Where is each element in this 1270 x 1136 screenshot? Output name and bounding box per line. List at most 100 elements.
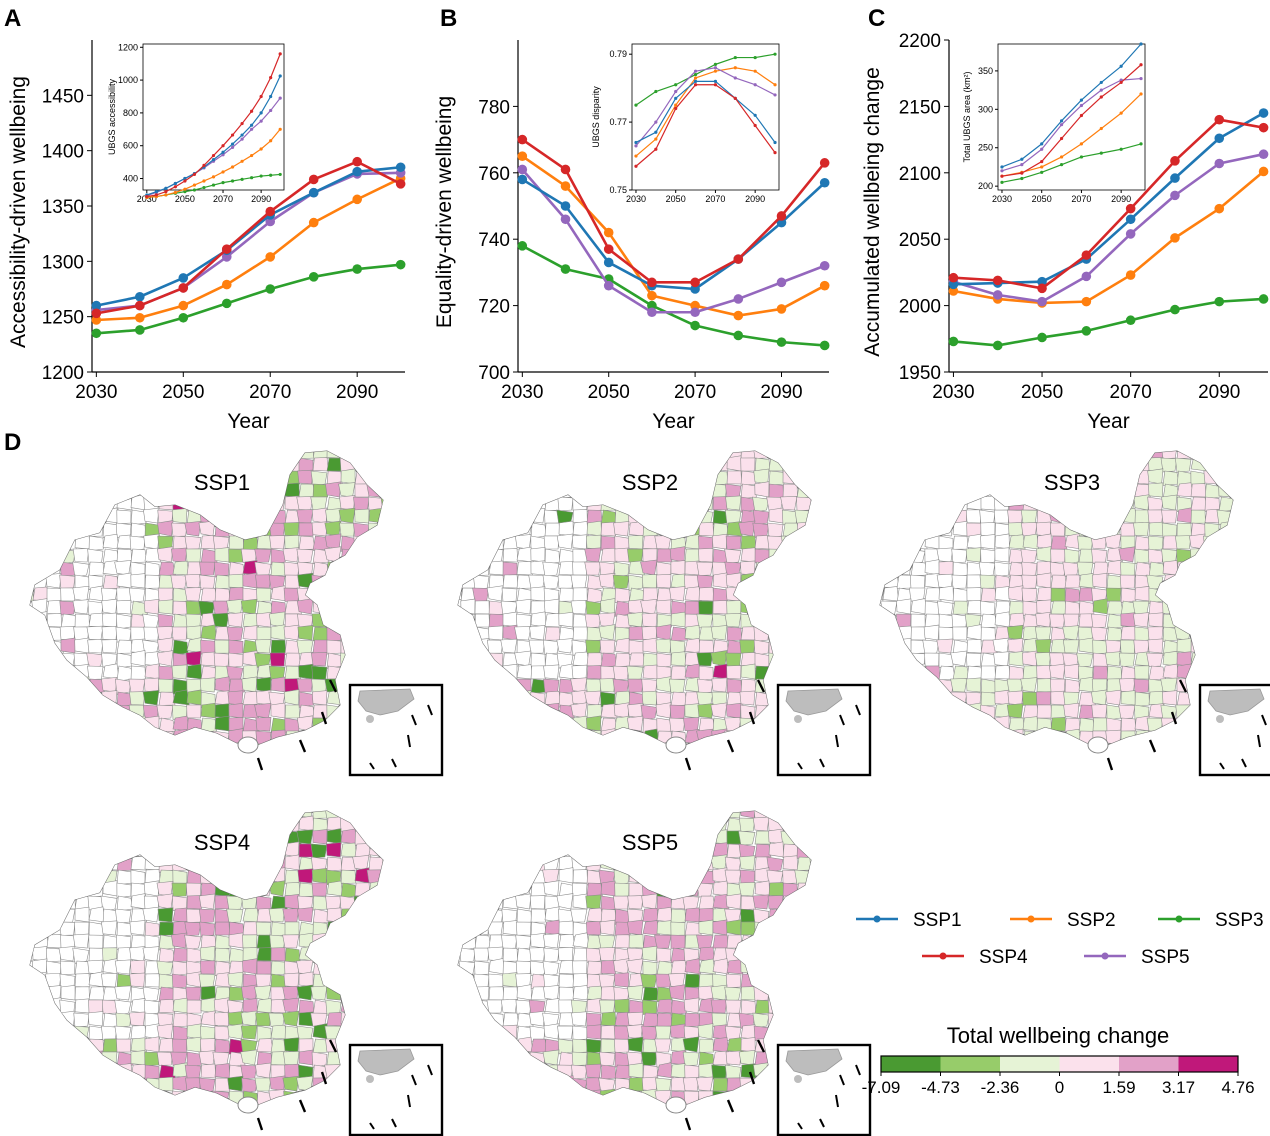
- map-region: [397, 627, 411, 640]
- map-region: [614, 743, 631, 745]
- map-region: [473, 678, 490, 693]
- map-region: [1035, 611, 1052, 628]
- map-region: [397, 908, 412, 922]
- map-region: [32, 651, 49, 667]
- map-region: [298, 971, 314, 988]
- map-region: [115, 1012, 132, 1028]
- map-region: [923, 690, 940, 706]
- map-region: [396, 933, 411, 948]
- map-region: [810, 880, 811, 897]
- chart-b-point-ssp2: [776, 304, 787, 314]
- map-region: [640, 559, 658, 576]
- map-region: [172, 997, 189, 1014]
- chart-b-inset-xtick-label: 2070: [705, 194, 725, 204]
- map-region: [325, 613, 342, 629]
- map-region: [74, 676, 90, 693]
- map-region: [326, 639, 342, 655]
- map-region: [488, 652, 504, 667]
- map-region: [980, 495, 996, 511]
- map-region: [502, 548, 519, 563]
- map-region: [726, 678, 742, 694]
- map-region: [382, 829, 383, 845]
- map-region: [45, 691, 62, 706]
- map-region: [458, 1037, 462, 1053]
- map-region: [530, 1103, 547, 1105]
- map-region: [992, 483, 1010, 500]
- map-region: [171, 626, 188, 641]
- map-region: [615, 757, 629, 771]
- map-region: [458, 482, 462, 498]
- chart-a-inset-ytick-label: 400: [123, 174, 138, 184]
- map-region: [458, 919, 462, 936]
- map-region: [572, 730, 589, 745]
- map-region: [433, 445, 449, 459]
- map-region: [45, 830, 62, 847]
- map-region: [752, 1012, 770, 1029]
- map-region: [340, 639, 356, 655]
- map-region: [116, 882, 132, 899]
- map-region: [668, 984, 686, 1001]
- map-region: [474, 1063, 490, 1079]
- map-region: [712, 496, 728, 511]
- map-region: [628, 934, 644, 949]
- map-region: [585, 639, 602, 654]
- map-region: [3, 509, 19, 523]
- map-region: [514, 626, 532, 641]
- map-region: [1132, 600, 1150, 615]
- map-region: [488, 1025, 505, 1040]
- map-region: [654, 535, 672, 550]
- map-region: [1006, 742, 1024, 745]
- chart-a-inset-ylabel: UBGS accessibility: [107, 78, 117, 155]
- map-region: [171, 1090, 188, 1105]
- map-region: [458, 997, 462, 1014]
- map-region: [395, 972, 411, 987]
- chart-a-point-ssp1: [352, 166, 362, 177]
- map-region: [227, 495, 244, 511]
- map-region: [796, 908, 811, 925]
- map-region: [966, 574, 982, 589]
- map-region: [433, 1012, 449, 1026]
- map-region: [855, 444, 870, 458]
- chart-a-inset-point-ssp1: [269, 94, 273, 99]
- map-region: [965, 547, 982, 563]
- map-region: [5, 1076, 21, 1091]
- map-boundary-dash: [748, 1071, 756, 1085]
- map-region: [1008, 612, 1026, 628]
- map-island: [237, 736, 259, 754]
- map-region: [796, 451, 811, 461]
- map-region: [895, 451, 912, 461]
- map-region: [571, 1064, 588, 1080]
- map-region: [570, 702, 588, 719]
- chart-b-line-ssp4: [521, 138, 826, 284]
- map-region: [31, 1038, 48, 1053]
- map-region: [116, 613, 132, 630]
- map-region: [754, 743, 771, 745]
- map-region: [284, 600, 302, 615]
- map-region: [130, 1037, 147, 1053]
- map-region: [460, 882, 478, 897]
- map-region: [100, 811, 118, 819]
- map-region: [1022, 533, 1039, 550]
- map-region: [572, 743, 590, 745]
- chart-b-inset-point-ssp2: [634, 154, 638, 158]
- map-region: [432, 627, 447, 641]
- map-region: [130, 665, 146, 681]
- map-region: [1176, 507, 1194, 524]
- map-region: [502, 702, 520, 719]
- map-region: [584, 561, 602, 576]
- map-region: [642, 960, 658, 976]
- map-region: [4, 496, 19, 510]
- map-region: [114, 729, 132, 745]
- map-region: [101, 1051, 118, 1066]
- map-region: [72, 451, 90, 460]
- map-region: [670, 496, 688, 513]
- map-region: [473, 919, 490, 936]
- map-region: [116, 843, 134, 860]
- map-region: [1245, 510, 1261, 525]
- chart-accumulated: 2030 2050 2070 2090195020002050210021502200…: [861, 31, 1269, 433]
- chart-b-ytick-label: 780: [478, 97, 510, 118]
- map-region: [144, 457, 162, 473]
- map-region: [59, 921, 76, 936]
- map-region: [1118, 704, 1136, 720]
- map-region: [740, 947, 758, 964]
